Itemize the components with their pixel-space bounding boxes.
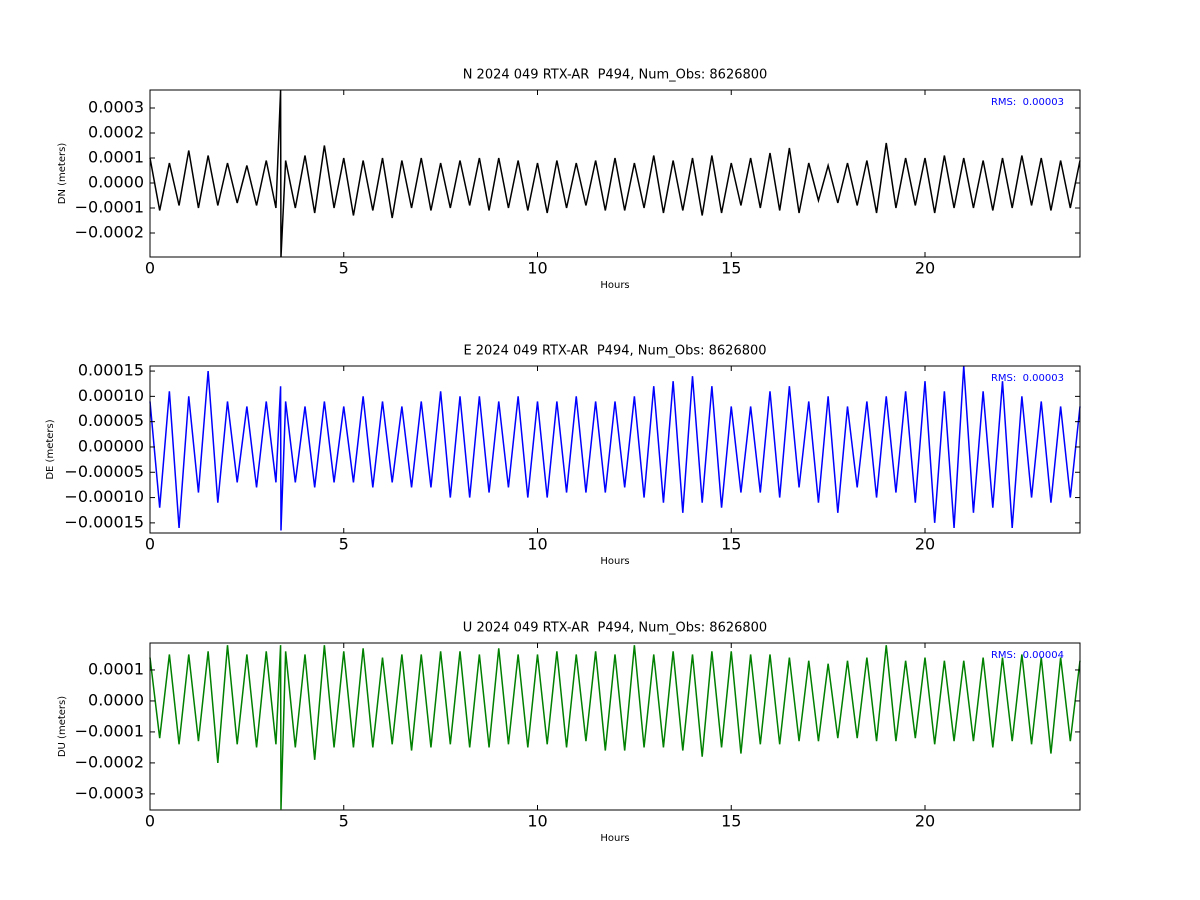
y-axis-label: DU (meters) xyxy=(57,696,68,757)
y-tick-label: 0.0001 xyxy=(88,659,144,678)
x-tick-label: 0 xyxy=(145,812,155,831)
plot-title: U 2024 049 RTX-AR P494, Num_Obs: 8626800 xyxy=(463,621,767,636)
y-axis-label: DN (meters) xyxy=(57,143,68,205)
plot-frame xyxy=(149,89,1081,258)
x-tick-label: 0 xyxy=(145,259,155,278)
rms-annotation: RMS: 0.00003 xyxy=(991,373,1064,384)
plot-title: N 2024 049 RTX-AR P494, Num_Obs: 8626800 xyxy=(463,68,768,83)
y-tick-label: 0.0002 xyxy=(88,123,144,142)
y-tick-label: 0.00000 xyxy=(78,436,144,455)
y-tick-label: 0.0000 xyxy=(88,173,144,192)
y-tick-label: 0.0003 xyxy=(88,98,144,117)
x-tick-label: 10 xyxy=(527,535,547,554)
rms-annotation: RMS: 0.00004 xyxy=(991,650,1064,661)
x-axis-label: Hours xyxy=(600,833,629,844)
y-tick-label: −0.0001 xyxy=(75,198,144,217)
y-tick-label: −0.0001 xyxy=(75,721,144,740)
x-tick-label: 10 xyxy=(527,259,547,278)
data-line xyxy=(149,645,1081,810)
y-tick-label: 0.0000 xyxy=(88,690,144,709)
y-tick-label: −0.0002 xyxy=(75,223,144,242)
x-tick-label: 20 xyxy=(915,812,935,831)
x-tick-label: 0 xyxy=(145,535,155,554)
x-tick-label: 5 xyxy=(339,259,349,278)
x-tick-label: 15 xyxy=(721,259,741,278)
x-tick-label: 20 xyxy=(915,535,935,554)
x-tick-label: 10 xyxy=(527,812,547,831)
y-tick-label: −0.00005 xyxy=(64,462,144,481)
y-tick-label: 0.0001 xyxy=(88,148,144,167)
data-line xyxy=(149,365,1081,531)
y-tick-label: 0.00005 xyxy=(78,411,144,430)
x-axis-label: Hours xyxy=(600,556,629,567)
x-tick-label: 5 xyxy=(339,535,349,554)
x-axis-label: Hours xyxy=(600,280,629,291)
y-axis-label: DE (meters) xyxy=(45,419,56,479)
y-tick-label: −0.00010 xyxy=(64,487,144,506)
y-tick-label: 0.00015 xyxy=(78,361,144,380)
plot-frame xyxy=(149,365,1081,534)
y-tick-label: 0.00010 xyxy=(78,386,144,405)
plot-frame xyxy=(149,642,1081,811)
y-tick-label: −0.0002 xyxy=(75,752,144,771)
plot-title: E 2024 049 RTX-AR P494, Num_Obs: 8626800 xyxy=(463,344,766,359)
y-tick-label: −0.00015 xyxy=(64,512,144,531)
y-tick-label: −0.0003 xyxy=(75,783,144,802)
x-tick-label: 20 xyxy=(915,259,935,278)
rms-annotation: RMS: 0.00003 xyxy=(991,97,1064,108)
data-line xyxy=(149,90,1081,258)
x-tick-label: 15 xyxy=(721,812,741,831)
x-tick-label: 15 xyxy=(721,535,741,554)
x-tick-label: 5 xyxy=(339,812,349,831)
